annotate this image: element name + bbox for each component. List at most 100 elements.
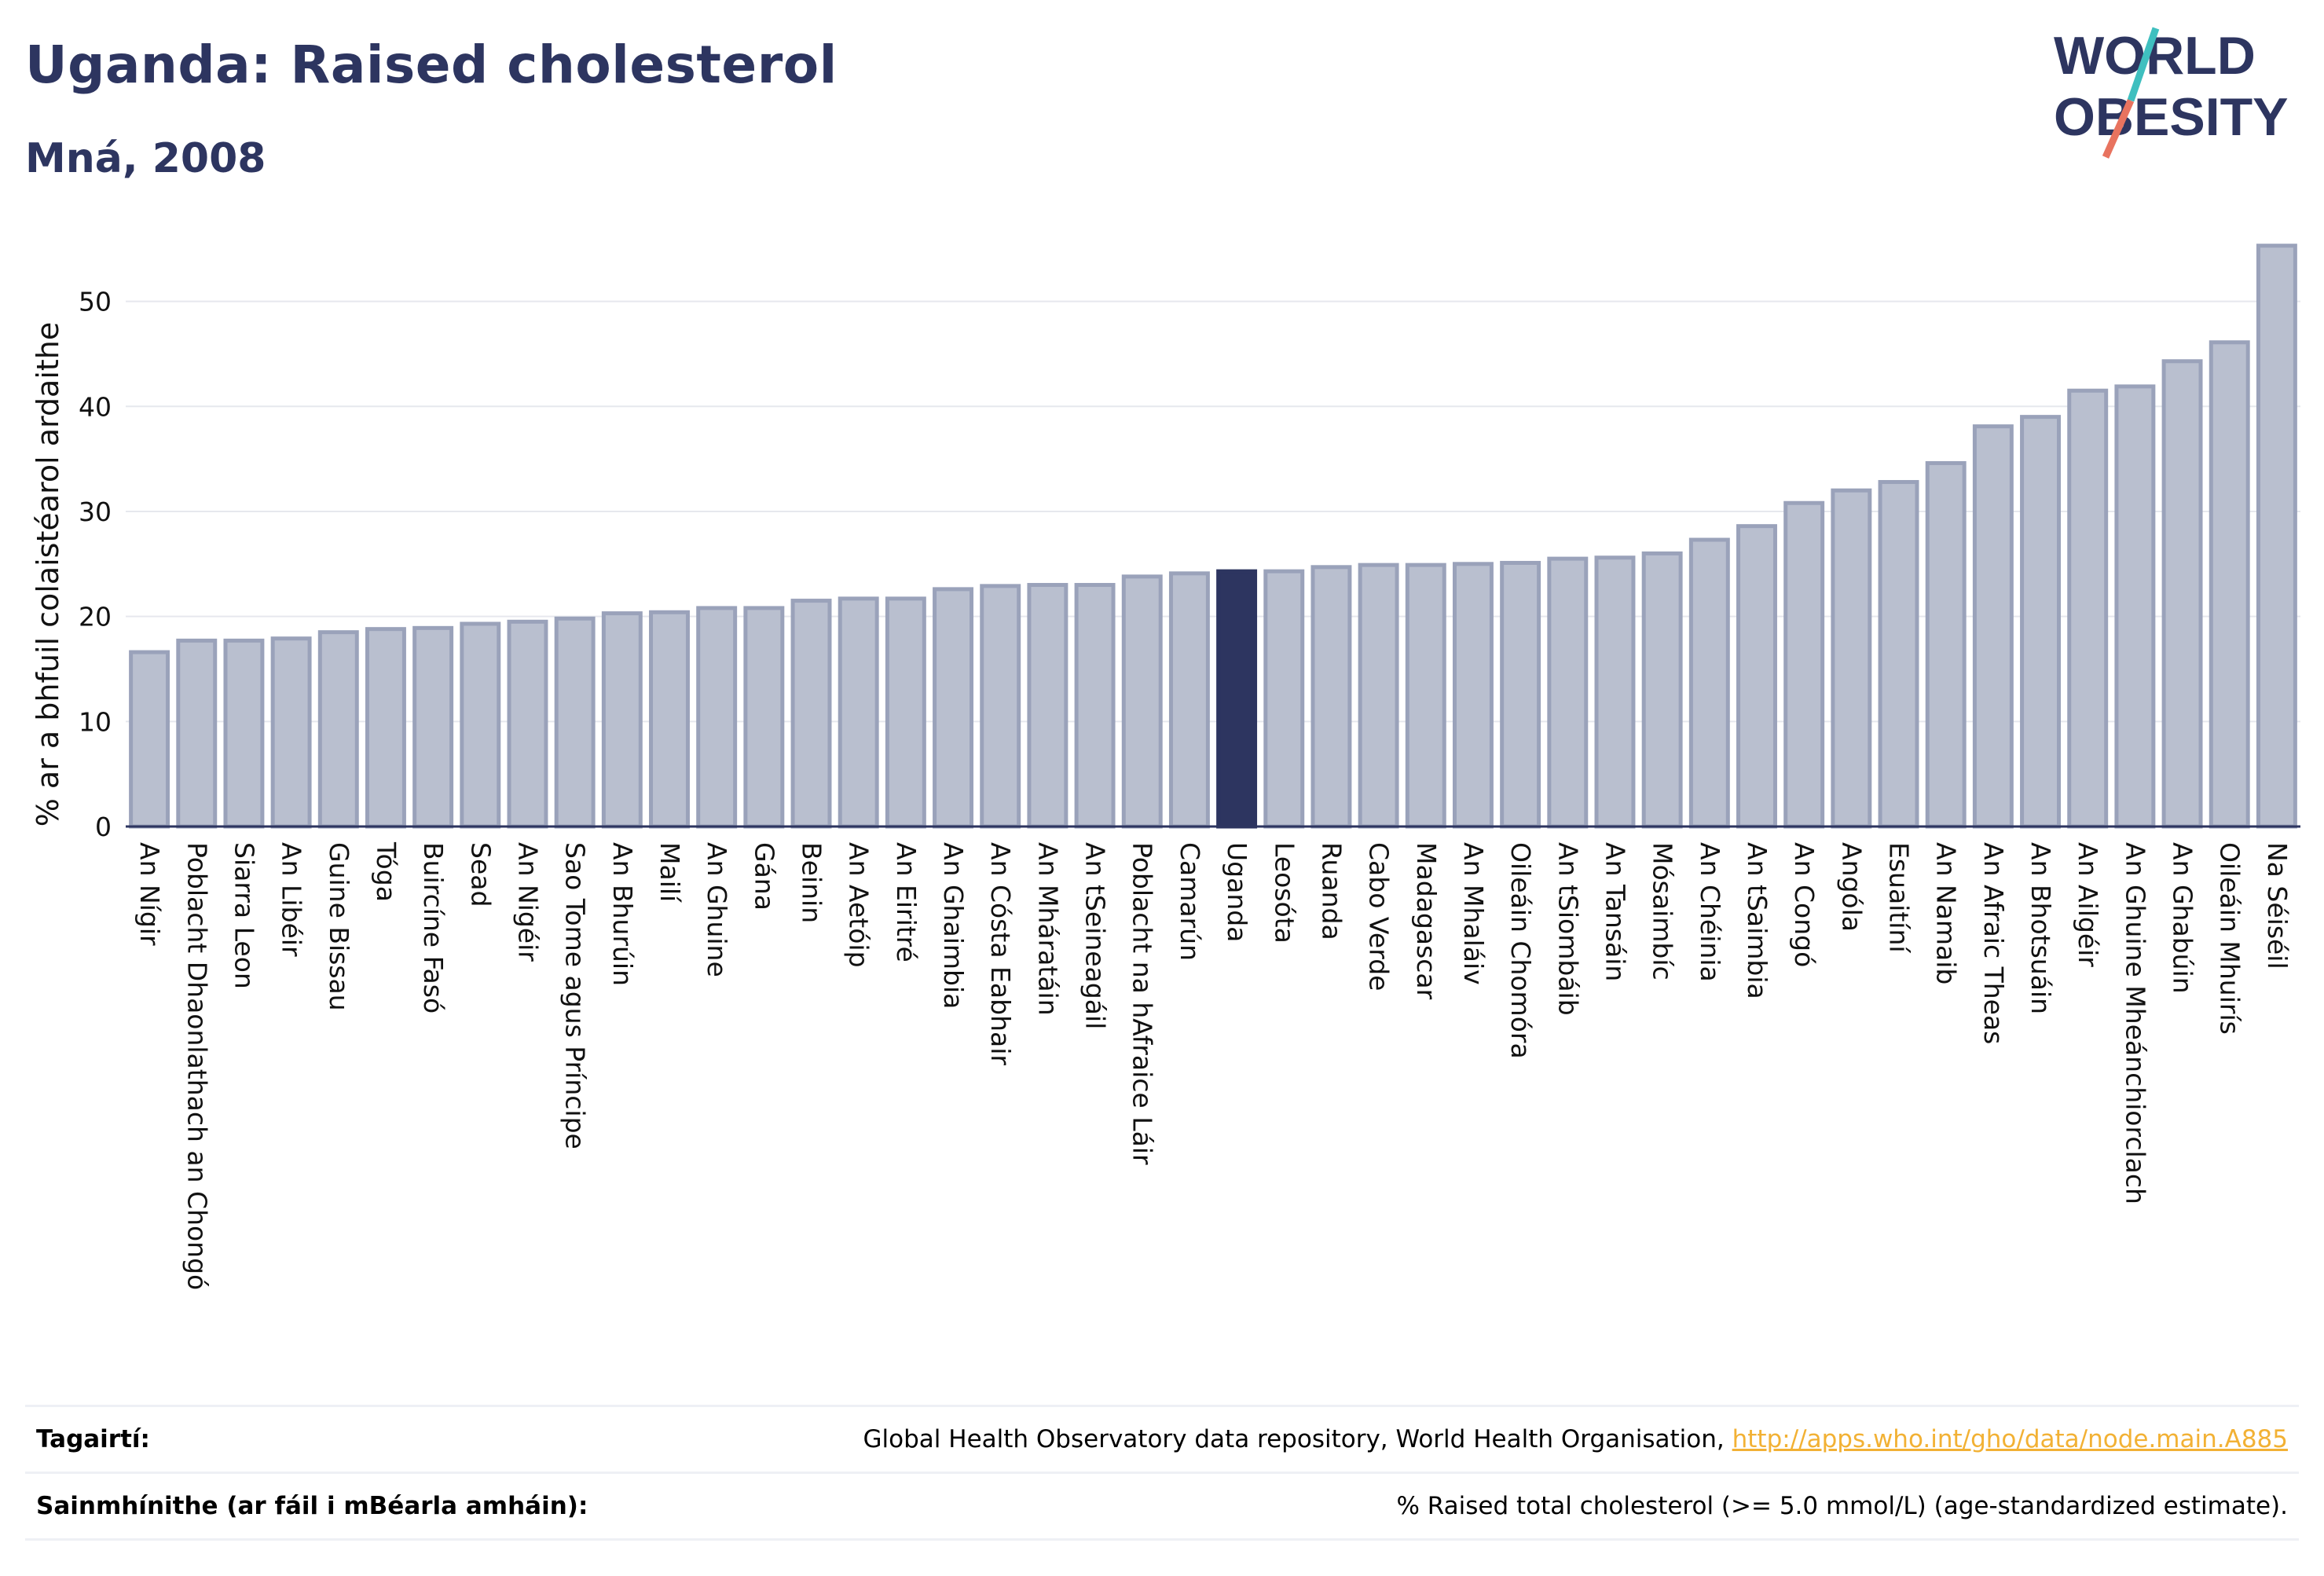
bar — [1452, 562, 1494, 829]
bar — [176, 638, 218, 829]
bar — [2161, 359, 2203, 829]
x-tick-label: An tSaimbia — [1742, 842, 1772, 999]
logo-slash-red — [2102, 99, 2135, 159]
x-tick-label: Ruanda — [1316, 842, 1347, 940]
bar — [1310, 565, 1352, 829]
x-tick-label: An Ghaimbia — [938, 842, 969, 1009]
x-tick-label: Siarra Leon — [229, 842, 259, 989]
x-tick-label: Na Séiséil — [2262, 842, 2293, 969]
bar — [2067, 388, 2109, 829]
x-tick-label: Poblacht na hAfraice Láir — [1127, 842, 1158, 1165]
bar-chart: 0 10 20 30 40 50 % ar a bhfuil colaistéarol ar… — [31, 244, 2300, 1290]
x-tick-label: An Bhotsuáin — [2025, 842, 2056, 1014]
x-tick-label: An Ghuine — [702, 842, 732, 977]
x-tick-label: Sead — [465, 842, 496, 907]
bar — [601, 611, 643, 829]
x-tick-label: Angóla — [1836, 842, 1867, 932]
x-tick-label: Tóga — [371, 841, 401, 902]
bar — [1074, 583, 1116, 829]
x-tick-label: An Mhaláiv — [1458, 842, 1489, 985]
bar — [1547, 556, 1589, 829]
x-tick-label: Sao Tome agus Príncipe — [560, 842, 591, 1149]
bar — [790, 599, 832, 829]
x-tick-label: Camarún — [1175, 842, 1205, 961]
x-tick-label: An Mháratáin — [1032, 842, 1063, 1016]
bar — [317, 630, 359, 829]
x-tick-label: An Ailgéir — [2073, 842, 2103, 967]
bar — [1878, 480, 1919, 829]
definitions-label: Sainmhínithe (ar fáil i mBéarla amháin): — [36, 1492, 588, 1520]
references-link[interactable]: http://apps.who.int/gho/data/node.main.A… — [1732, 1425, 2288, 1453]
bar — [270, 636, 312, 829]
x-tick-label: An Eiritré — [891, 842, 922, 962]
bar — [2114, 384, 2156, 829]
x-tick-label: Buircíne Fasó — [418, 842, 449, 1013]
logo-line2: OBESITY — [2054, 87, 2289, 147]
bar — [980, 584, 1021, 829]
x-tick-label: An Cósta Eabhair — [985, 842, 1016, 1065]
x-tick-label: Oileáin Mhuirís — [2215, 842, 2245, 1035]
bar — [2209, 340, 2250, 829]
chart-title: Uganda: Raised cholesterol — [25, 35, 838, 95]
x-tick-label: Leosóta — [1269, 842, 1299, 944]
bar — [649, 610, 690, 829]
x-tick-label: Mailí — [654, 842, 685, 903]
bar — [1500, 560, 1541, 829]
bar — [1594, 555, 1636, 829]
x-tick-label: An Nigéir — [512, 842, 543, 962]
bar — [1972, 424, 2014, 829]
chart-footer: Tagairtí: Global Health Observatory data… — [25, 1405, 2299, 1541]
y-axis-title: % ar a bhfuil colaistéarol ardaithe — [31, 322, 65, 827]
y-tick-label: 40 — [79, 391, 112, 422]
bar — [460, 621, 501, 829]
world-obesity-logo: WORLD OBESITY — [2054, 26, 2289, 159]
x-tick-label: Gána — [749, 842, 779, 911]
definitions-value: % Raised total cholesterol (>= 5.0 mmol/… — [1396, 1492, 2288, 1520]
chart-subtitle: Mná, 2008 — [25, 135, 266, 182]
x-tick-label: Poblacht Dhaonlathach an Chongó — [181, 842, 212, 1290]
references-value: Global Health Observatory data repositor… — [863, 1425, 2299, 1453]
y-tick-label: 10 — [79, 706, 112, 737]
x-tick-label: An Namaib — [1931, 842, 1962, 984]
bar — [696, 606, 738, 829]
bar — [743, 606, 785, 829]
references-row: Tagairtí: Global Health Observatory data… — [25, 1405, 2299, 1472]
x-tick-label: An Tansáin — [1600, 842, 1630, 981]
x-tick-label: An Afraic Theas — [1978, 842, 2009, 1044]
x-tick-label: Cabo Verde — [1364, 842, 1395, 991]
bar — [1358, 563, 1399, 829]
x-tick-label: An Bhurúin — [607, 842, 638, 986]
bar — [2256, 244, 2297, 829]
bar — [1121, 574, 1163, 829]
bar — [1027, 583, 1069, 829]
x-tick-label: Uganda — [1222, 842, 1252, 942]
bar — [885, 596, 926, 829]
y-tick-label: 30 — [79, 497, 112, 527]
x-tick-label: An Nígir — [134, 842, 165, 946]
definitions-row: Sainmhínithe (ar fáil i mBéarla amháin):… — [25, 1472, 2299, 1541]
bar — [1168, 571, 1210, 829]
bar — [412, 625, 454, 829]
bar — [1831, 488, 1872, 829]
x-tick-label: An tSiombáib — [1552, 842, 1583, 1016]
x-tick-label: Oileáin Chomóra — [1505, 842, 1536, 1059]
bar — [1925, 460, 1967, 829]
bar — [507, 619, 548, 829]
bar — [2020, 415, 2062, 829]
x-tick-label: Beinin — [797, 842, 827, 923]
references-text: Global Health Observatory data repositor… — [863, 1425, 1732, 1453]
y-tick-label: 20 — [79, 602, 112, 632]
bar — [1736, 524, 1777, 829]
x-tick-label: Guine Bissau — [324, 842, 354, 1011]
bar — [1641, 551, 1683, 829]
references-label: Tagairtí: — [36, 1425, 150, 1453]
bar — [1783, 500, 1825, 829]
bar — [365, 627, 406, 829]
bar — [223, 638, 265, 829]
bar — [838, 596, 879, 829]
x-tick-label: An tSeineagáil — [1080, 842, 1111, 1029]
bar — [554, 616, 596, 829]
bar — [1263, 569, 1305, 829]
x-tick-label: Mósaimbíc — [1648, 842, 1678, 980]
bar-highlight — [1216, 569, 1258, 829]
